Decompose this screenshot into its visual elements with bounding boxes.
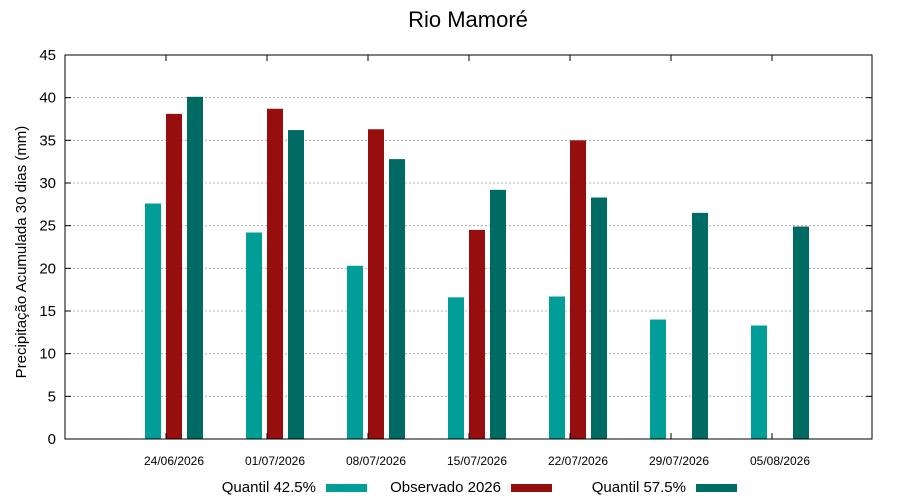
- bar: [448, 297, 464, 439]
- y-tick-label: 15: [39, 303, 56, 320]
- bar: [490, 189, 506, 439]
- y-tick-label: 40: [39, 90, 56, 107]
- y-tick-label: 45: [39, 47, 56, 64]
- bar: [368, 129, 384, 440]
- y-tick-label: 35: [39, 132, 56, 149]
- legend-label: Observado 2026: [390, 479, 501, 496]
- y-tick-label: 20: [39, 260, 56, 277]
- legend-swatch: [326, 484, 367, 492]
- y-tick-label: 0: [48, 431, 56, 448]
- bar: [267, 108, 283, 439]
- bar: [347, 265, 363, 439]
- bar: [389, 159, 405, 439]
- bar: [187, 96, 203, 440]
- bar: [650, 319, 666, 439]
- bar: [751, 325, 767, 439]
- y-axis-label: Precipitação Acumulada 30 dias (mm): [13, 126, 30, 379]
- x-tick-label: 29/07/2026: [649, 454, 709, 468]
- bar: [591, 197, 607, 439]
- legend-label: Quantil 57.5%: [592, 479, 686, 496]
- grid-lines: [65, 97, 872, 397]
- x-axis-ticks: 24/06/2026 01/07/2026 08/07/2026 15/07/2026…: [144, 55, 810, 468]
- bar: [692, 212, 708, 439]
- bar: [793, 226, 809, 439]
- y-tick-label: 5: [48, 388, 56, 405]
- y-tick-label: 10: [39, 346, 56, 363]
- x-tick-label: 22/07/2026: [548, 454, 608, 468]
- x-tick-label: 15/07/2026: [447, 454, 507, 468]
- bar: [469, 229, 485, 439]
- legend-swatch: [511, 484, 552, 492]
- y-tick-label: 30: [39, 175, 56, 192]
- x-tick-label: 24/06/2026: [144, 454, 204, 468]
- x-tick-label: 08/07/2026: [346, 454, 406, 468]
- bar: [549, 296, 565, 439]
- plot-frame: [64, 54, 873, 440]
- legend-swatch: [696, 484, 737, 492]
- bar: [145, 203, 161, 439]
- bar: [570, 140, 586, 440]
- bar: [166, 113, 182, 439]
- chart-title: Rio Mamoré: [408, 7, 528, 32]
- y-axis-ticks: 0 5 10 15 20 25 30 35 40 45: [39, 47, 872, 448]
- legend-label: Quantil 42.5%: [222, 479, 316, 496]
- bar: [288, 130, 304, 440]
- bar: [246, 232, 262, 439]
- bars: [145, 96, 809, 440]
- y-tick-label: 25: [39, 218, 56, 235]
- legend: Quantil 42.5% Observado 2026 Quantil 57.5%: [222, 479, 737, 496]
- x-tick-label: 01/07/2026: [245, 454, 305, 468]
- x-tick-label: 05/08/2026: [750, 454, 810, 468]
